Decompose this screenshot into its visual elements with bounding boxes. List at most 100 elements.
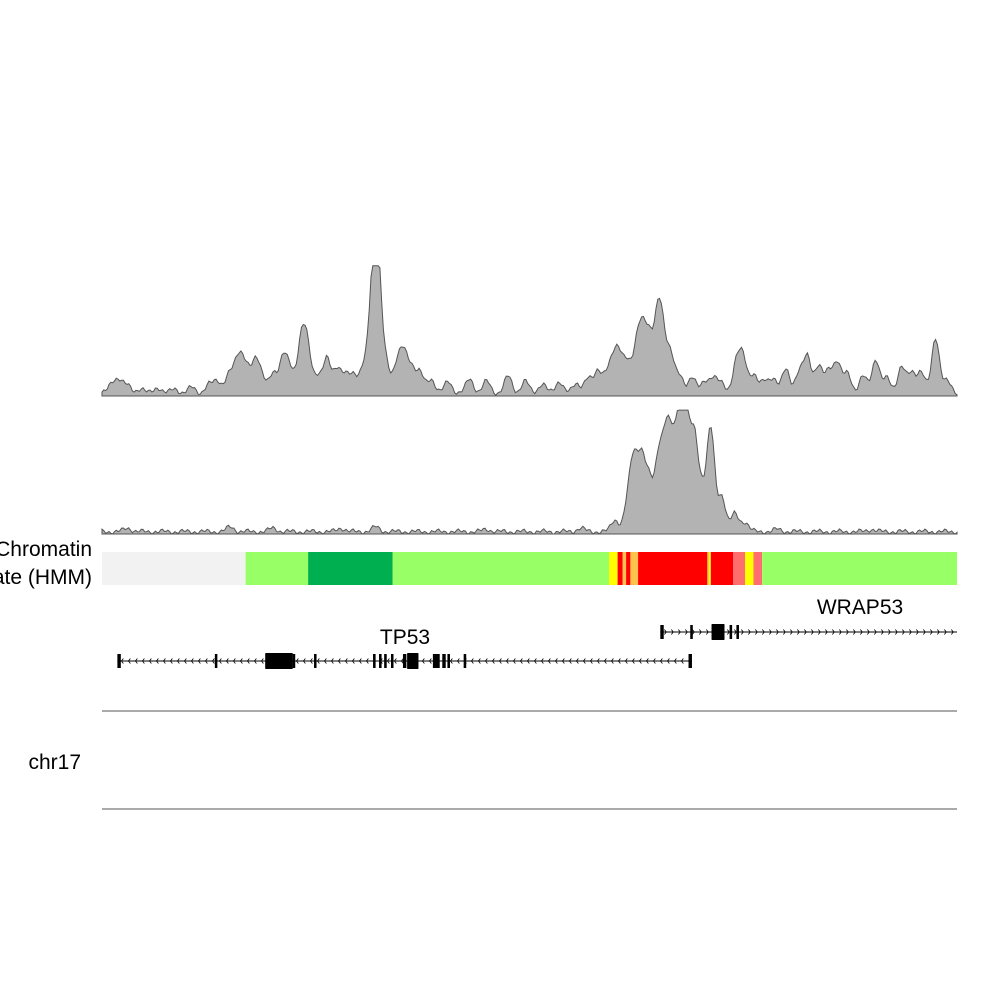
chevron-left-icon: [561, 658, 565, 664]
gene-exon[interactable]: [690, 625, 693, 639]
chevron-right-icon: [825, 629, 828, 635]
gene-coding-exon[interactable]: [265, 653, 293, 669]
chromhmm-segment-weak-transcribed[interactable]: [392, 552, 609, 585]
gene-exon[interactable]: [314, 654, 317, 668]
chevron-left-icon: [141, 658, 145, 664]
gene-wrap53[interactable]: [660, 624, 957, 640]
chevron-left-icon: [239, 658, 243, 664]
chevron-left-icon: [582, 658, 586, 664]
chromhmm-segment-enhancer[interactable]: [709, 552, 711, 585]
chevron-left-icon: [316, 658, 320, 664]
gene-tp53[interactable]: [117, 653, 692, 669]
chromhmm-segment-quiescent[interactable]: [102, 552, 246, 585]
chevron-left-icon: [680, 658, 684, 664]
gene-coding-exon[interactable]: [407, 653, 419, 669]
chevron-right-icon: [797, 629, 800, 635]
chromosome-label: chr17: [28, 751, 81, 774]
chevron-left-icon: [652, 658, 656, 664]
chromhmm-segment-genic-enhancer[interactable]: [622, 552, 627, 585]
chevron-left-icon: [645, 658, 649, 664]
gene-exon[interactable]: [432, 654, 440, 668]
chromhmm-segment-enhancer[interactable]: [745, 552, 754, 585]
chevron-left-icon: [232, 658, 236, 664]
chromhmm-segment-active-tss[interactable]: [617, 552, 623, 585]
signal-track-1: [101, 265, 958, 397]
chevron-right-icon: [685, 629, 688, 635]
chevron-left-icon: [197, 658, 201, 664]
chevron-left-icon: [596, 658, 600, 664]
chevron-right-icon: [699, 629, 702, 635]
chromhmm-segment-flanking-tss[interactable]: [753, 552, 763, 585]
chevron-left-icon: [190, 658, 194, 664]
chevron-left-icon: [253, 658, 257, 664]
chevron-right-icon: [881, 629, 884, 635]
chromhmm-segment-active-tss[interactable]: [638, 552, 708, 585]
chevron-left-icon: [456, 658, 460, 664]
gene-exon[interactable]: [463, 654, 467, 668]
chevron-right-icon: [818, 629, 821, 635]
chevron-right-icon: [888, 629, 891, 635]
chevron-right-icon: [748, 629, 751, 635]
chevron-left-icon: [260, 658, 264, 664]
gene-exon[interactable]: [442, 654, 446, 668]
chevron-left-icon: [295, 658, 299, 664]
gene-exon[interactable]: [384, 654, 387, 668]
chevron-left-icon: [176, 658, 180, 664]
chromhmm-segment-active-tss[interactable]: [626, 552, 631, 585]
chevron-right-icon: [937, 629, 940, 635]
chromhmm-segment-enhancer[interactable]: [609, 552, 618, 585]
chevron-left-icon: [309, 658, 313, 664]
chevron-left-icon: [183, 658, 187, 664]
signal-track-2-area: [101, 409, 958, 535]
gene-exon[interactable]: [688, 654, 692, 668]
chevron-left-icon: [638, 658, 642, 664]
chevron-left-icon: [617, 658, 621, 664]
chromhmm-label-line1: Chromatin: [0, 538, 92, 561]
chevron-left-icon: [673, 658, 677, 664]
chromhmm-segment-active-tss[interactable]: [710, 552, 733, 585]
gene-exon[interactable]: [390, 654, 394, 668]
chevron-right-icon: [769, 629, 772, 635]
chevron-left-icon: [358, 658, 362, 664]
gene-exon[interactable]: [736, 625, 739, 639]
gene-track: [117, 624, 957, 669]
chevron-left-icon: [386, 658, 390, 664]
chevron-right-icon: [741, 629, 744, 635]
chevron-left-icon: [477, 658, 481, 664]
gene-exon[interactable]: [379, 654, 382, 668]
chevron-right-icon: [671, 629, 674, 635]
chevron-left-icon: [610, 658, 614, 664]
chevron-right-icon: [664, 629, 667, 635]
chevron-right-icon: [860, 629, 863, 635]
chromhmm-segment-genic-enhancer[interactable]: [630, 552, 639, 585]
gene-exon[interactable]: [214, 654, 218, 668]
chevron-right-icon: [755, 629, 758, 635]
gene-exon[interactable]: [402, 654, 407, 668]
chevron-left-icon: [148, 658, 152, 664]
chevron-right-icon: [909, 629, 912, 635]
chromhmm-segment-strong-transcribed[interactable]: [308, 552, 393, 585]
chevron-left-icon: [400, 658, 404, 664]
chevron-left-icon: [659, 658, 663, 664]
gene-exon[interactable]: [447, 654, 450, 668]
chevron-left-icon: [351, 658, 355, 664]
gene-exon[interactable]: [292, 654, 296, 668]
gene-exon[interactable]: [729, 625, 733, 639]
chevron-left-icon: [162, 658, 166, 664]
chromhmm-label-line2: State (HMM): [0, 566, 92, 589]
gene-exon[interactable]: [660, 625, 664, 639]
chevron-left-icon: [519, 658, 523, 664]
chevron-left-icon: [470, 658, 474, 664]
chevron-left-icon: [323, 658, 327, 664]
gene-exon[interactable]: [117, 654, 121, 668]
chevron-right-icon: [811, 629, 814, 635]
gene-exon[interactable]: [373, 654, 376, 668]
chevron-left-icon: [344, 658, 348, 664]
chevron-right-icon: [804, 629, 807, 635]
chromhmm-segment-genic-enhancer[interactable]: [707, 552, 709, 585]
chromhmm-segment-flanking-tss[interactable]: [733, 552, 745, 585]
gene-coding-exon[interactable]: [711, 624, 725, 640]
chromhmm-segment-weak-transcribed[interactable]: [245, 552, 308, 585]
chromhmm-segment-weak-transcribed[interactable]: [762, 552, 957, 585]
